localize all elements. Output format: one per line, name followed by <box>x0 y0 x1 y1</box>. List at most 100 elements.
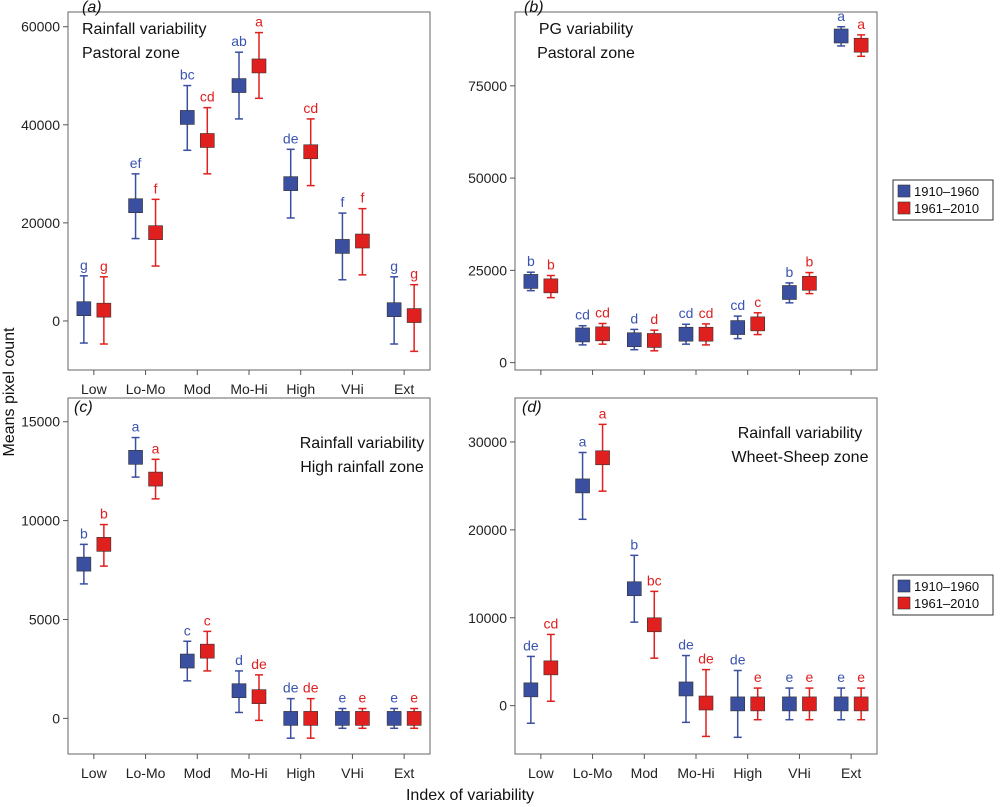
y-tick-label: 30000 <box>468 434 507 450</box>
mean-marker <box>406 308 422 323</box>
mean-marker <box>782 285 797 300</box>
mean-marker <box>853 696 869 712</box>
legend-label: 1961–2010 <box>914 201 979 216</box>
y-tick-label: 50000 <box>468 170 507 186</box>
mean-marker <box>76 556 92 572</box>
legend: 1910–1960 1961–2010 <box>892 574 994 616</box>
significance-label: cd <box>575 307 590 323</box>
legend-swatch <box>897 184 911 198</box>
significance-label: cd <box>730 297 745 313</box>
significance-label: a <box>132 419 140 435</box>
y-axis-title: Means pixel count <box>1 327 18 457</box>
significance-label: g <box>390 258 398 274</box>
significance-label: e <box>857 669 865 685</box>
x-tick-label: Mod <box>631 765 658 781</box>
y-tick-label: 40000 <box>21 117 60 133</box>
mean-marker <box>179 110 195 125</box>
significance-label: de <box>678 637 694 653</box>
panel-d: 0 10000 20000 30000 Low Lo-Mo Mod Mo-Hi High VHi E… <box>468 397 878 781</box>
mean-marker <box>543 278 559 294</box>
significance-label: de <box>523 637 539 653</box>
significance-label: f <box>360 190 364 206</box>
y-tick-label: 0 <box>52 710 60 726</box>
significance-label: c <box>204 612 211 628</box>
significance-label: de <box>698 651 714 667</box>
significance-label: g <box>410 266 418 282</box>
panel-label: (b) <box>524 0 544 16</box>
mean-marker <box>76 301 92 316</box>
panel-label: (d) <box>522 399 542 416</box>
mean-marker <box>355 711 370 726</box>
mean-marker <box>626 332 642 348</box>
mean-marker <box>853 37 869 53</box>
mean-marker <box>148 225 163 240</box>
significance-label: cd <box>303 100 318 116</box>
mean-marker <box>148 471 163 487</box>
x-tick-label: Mo-Hi <box>677 765 714 781</box>
significance-label: a <box>152 440 160 456</box>
x-tick-label: Ext <box>394 381 414 397</box>
mean-marker <box>179 653 195 669</box>
mean-marker <box>386 711 402 726</box>
mean-marker <box>231 78 247 93</box>
x-tick-label: Low <box>528 765 555 781</box>
significance-label: e <box>359 690 367 706</box>
y-tick-label: 15000 <box>21 414 60 430</box>
panel-title-line: Rainfall variability <box>300 435 425 452</box>
significance-label: cd <box>699 305 714 321</box>
y-tick-label: 20000 <box>468 522 507 538</box>
mean-marker <box>128 450 143 465</box>
significance-label: b <box>80 525 88 541</box>
x-tick-label: High <box>733 765 762 781</box>
mean-marker <box>802 275 817 291</box>
panel-title-line: Wheet-Sheep zone <box>732 449 869 466</box>
panel-a: 0 20000 40000 60000 Low Lo-Mo Mod Mo-Hi High VHi E… <box>21 0 431 397</box>
y-tick-label: 10000 <box>21 513 60 529</box>
mean-marker <box>678 326 694 342</box>
mean-marker <box>251 58 267 74</box>
mean-marker <box>355 233 370 249</box>
y-tick-label: 75000 <box>468 78 507 94</box>
mean-marker <box>303 144 319 160</box>
mean-marker <box>833 28 849 44</box>
x-tick-label: Ext <box>394 765 414 781</box>
x-tick-label: Mo-Hi <box>230 765 267 781</box>
significance-label: e <box>837 669 845 685</box>
x-tick-label: Mo-Hi <box>230 381 267 397</box>
mean-marker <box>96 537 112 552</box>
mean-marker <box>283 711 299 726</box>
mean-marker <box>199 643 215 659</box>
significance-label: e <box>339 690 347 706</box>
x-tick-label: VHi <box>341 381 364 397</box>
significance-label: cd <box>200 89 215 105</box>
plot-frame <box>67 11 431 371</box>
legend-swatch <box>897 201 911 215</box>
significance-label: de <box>730 651 746 667</box>
mean-marker <box>730 696 746 712</box>
x-tick-label: Mod <box>184 765 211 781</box>
panel-c: 0 5000 10000 15000 Low Lo-Mo Mod Mo-Hi High VHi Ex… <box>21 397 431 781</box>
x-axis-title: Index of variability <box>406 787 534 804</box>
significance-label: bc <box>180 67 195 83</box>
legend-swatch <box>897 596 911 610</box>
x-tick-label: High <box>286 765 315 781</box>
mean-marker <box>750 696 766 712</box>
y-tick-label: 5000 <box>29 612 60 628</box>
panel-title-line: High rainfall zone <box>300 459 424 476</box>
y-tick-label: 0 <box>499 698 507 714</box>
mean-marker <box>698 326 714 342</box>
legend: 1910–1960 1961–2010 <box>892 179 994 221</box>
mean-marker <box>646 617 662 633</box>
panel-title-line: Rainfall variability <box>82 21 207 38</box>
significance-label: c <box>754 294 761 310</box>
legend-label: 1961–2010 <box>914 596 979 611</box>
panel-title-line: Pastoral zone <box>82 45 180 62</box>
y-tick-label: 60000 <box>21 19 60 35</box>
significance-label: d <box>630 310 638 326</box>
x-tick-label: Mod <box>184 381 211 397</box>
significance-label: b <box>630 536 638 552</box>
y-tick-label: 0 <box>52 313 60 329</box>
significance-label: e <box>786 669 794 685</box>
mean-marker <box>833 696 849 712</box>
